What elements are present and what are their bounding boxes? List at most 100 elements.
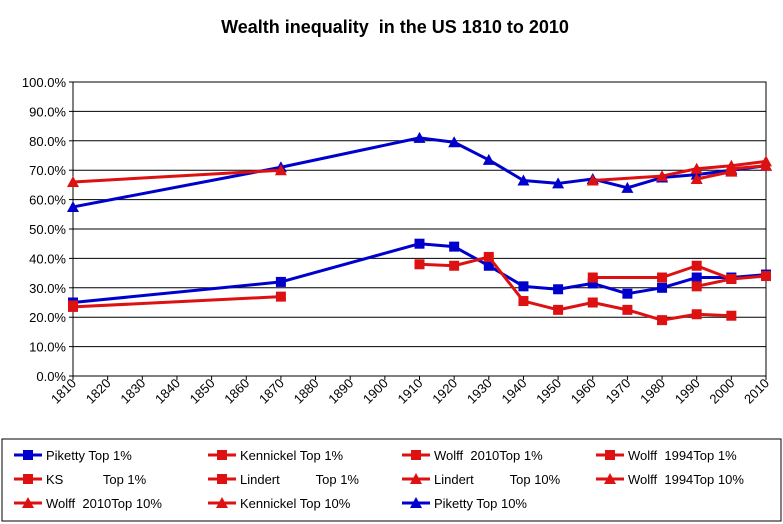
x-tick-label: 1860 [221, 376, 252, 407]
data-point [587, 272, 598, 283]
legend-item: Piketty Top 1% [14, 448, 132, 463]
series-line [67, 164, 287, 187]
y-tick-label: 70.0% [29, 163, 66, 178]
data-point [622, 304, 633, 315]
series-line [725, 159, 772, 174]
data-point [586, 174, 599, 186]
chart-title: Wealth inequality in the US 1810 to 2010 [221, 17, 569, 37]
data-point [657, 282, 668, 293]
data-point [656, 170, 669, 182]
series-line [586, 155, 772, 186]
series-path [731, 164, 767, 171]
x-tick-label: 1920 [429, 376, 460, 407]
legend-label: Kennickel Top 1% [240, 448, 344, 463]
series-path [419, 255, 732, 322]
grid-lines [73, 110, 766, 348]
data-point [414, 238, 425, 249]
legend-label: Wolff 2010Top 10% [46, 496, 162, 511]
data-point [690, 173, 703, 185]
legend-marker [604, 473, 616, 484]
data-point [449, 260, 460, 271]
legend-marker [217, 474, 227, 484]
legend-label: Lindert Top 10% [434, 472, 561, 487]
y-tick-label: 20.0% [29, 310, 66, 325]
legend-item: Piketty Top 10% [402, 496, 527, 511]
y-tick-label: 100.0% [22, 75, 67, 90]
x-axis: 1810 1820 1830 1840 1850 1860 1870 1880 1890 1900… [48, 376, 772, 407]
x-tick-label: 1960 [568, 376, 599, 407]
data-point [690, 162, 703, 174]
data-point [275, 291, 286, 302]
series-path [72, 168, 281, 184]
data-point [449, 241, 460, 252]
x-tick-label: 1820 [83, 376, 114, 407]
data-point [483, 251, 494, 262]
legend-item: Wolff 2010Top 10% [14, 496, 162, 511]
data-point [67, 175, 79, 187]
legend-label: Wolff 1994Top 10% [628, 472, 744, 487]
legend-label: Wolff 1994Top 1% [628, 448, 737, 463]
x-tick-label: 1840 [152, 376, 183, 407]
data-point [657, 272, 668, 283]
legend-marker [411, 450, 421, 460]
data-point [448, 136, 461, 148]
y-tick-label: 60.0% [29, 193, 66, 208]
data-point [587, 297, 598, 308]
y-tick-label: 50.0% [29, 222, 66, 237]
legend-marker [216, 497, 228, 508]
x-tick-label: 1900 [360, 376, 391, 407]
x-tick-label: 2000 [706, 376, 737, 407]
x-tick-label: 1930 [464, 376, 495, 407]
series-line [414, 251, 737, 326]
data-point [517, 174, 530, 186]
y-tick-label: 80.0% [29, 134, 66, 149]
data-point [413, 131, 426, 143]
series-path [696, 277, 732, 288]
x-tick-label: 1950 [533, 376, 564, 407]
data-point [691, 281, 702, 292]
x-tick-label: 1940 [499, 376, 530, 407]
data-point [760, 159, 772, 171]
legend-label: KS Top 1% [46, 472, 147, 487]
legend-label: Kennickel Top 10% [240, 496, 351, 511]
legend-item: KS Top 1% [14, 472, 147, 487]
x-tick-label: 1990 [672, 376, 703, 407]
legend-box [1, 438, 782, 522]
data-point [553, 304, 564, 315]
data-point [761, 271, 771, 282]
data-point [726, 273, 737, 284]
x-tick-label: 1980 [637, 376, 668, 407]
data-point [726, 310, 737, 321]
x-tick-label: 1850 [187, 376, 218, 407]
data-point [274, 164, 287, 176]
data-point [414, 259, 425, 270]
data-point [518, 281, 529, 292]
legend-item: Lindert Top 10% [402, 472, 561, 487]
series-line [68, 291, 286, 312]
x-tick-label: 2010 [741, 376, 772, 407]
legend-item: Lindert Top 1% [208, 472, 359, 487]
y-tick-label: 0.0% [36, 369, 66, 384]
y-tick-label: 40.0% [29, 251, 66, 266]
y-tick-label: 10.0% [29, 340, 66, 355]
data-point [621, 181, 634, 193]
y-tick-label: 90.0% [29, 104, 66, 119]
legend-item: Kennickel Top 10% [208, 496, 351, 511]
legend-label: Lindert Top 1% [240, 472, 359, 487]
x-tick-label: 1830 [117, 376, 148, 407]
x-tick-label: 1970 [602, 376, 633, 407]
data-point [275, 276, 286, 287]
data-point [483, 260, 494, 271]
x-tick-label: 1910 [395, 376, 426, 407]
y-tick-label: 30.0% [29, 281, 66, 296]
y-axis: 0.0% 10.0% 20.0% 30.0% 40.0% 50.0% 60.0% 70.0% 8… [22, 75, 73, 384]
data-point [622, 288, 633, 299]
legend: Piketty Top 1% Kennickel Top 1% Wolff 2010… [14, 448, 744, 511]
legend-marker [23, 450, 33, 460]
legend-marker [410, 473, 422, 484]
legend-item: Kennickel Top 1% [208, 448, 344, 463]
data-point [68, 301, 78, 312]
legend-marker [410, 497, 422, 508]
legend-label: Piketty Top 10% [434, 496, 527, 511]
